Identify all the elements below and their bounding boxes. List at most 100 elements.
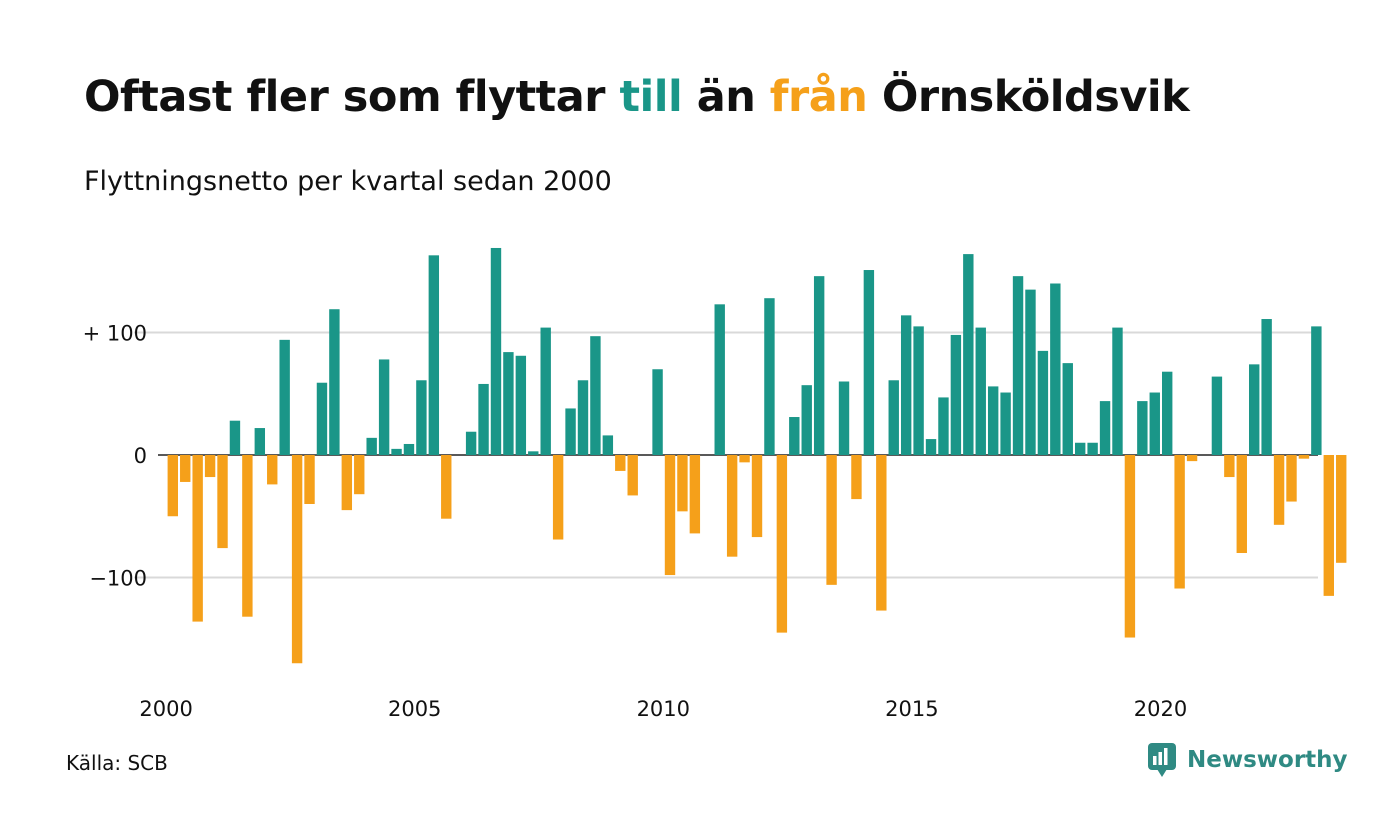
source-label: Källa: SCB [66,751,168,775]
bar [229,420,241,455]
brand-name: Newsworthy [1187,747,1348,773]
bar [528,451,539,455]
bar [1037,350,1049,455]
newsworthy-logo-icon [1148,743,1176,777]
bar [329,309,340,455]
bar [876,455,887,611]
y-tick-label: −100 [89,567,147,591]
bar [677,455,688,512]
bar [465,431,477,455]
bar [1336,455,1347,563]
bar [267,455,278,485]
bar [1286,455,1297,502]
bar [1087,442,1098,455]
bar [764,298,775,455]
bar [1050,283,1061,455]
bar [254,428,266,455]
bar [925,439,937,455]
bar [316,382,328,455]
title-part-2: än [682,72,770,122]
bar [851,455,862,500]
bar [590,336,601,455]
x-tick-label: 2010 [637,697,690,721]
bar [963,254,974,455]
bar [826,455,837,585]
bar [1311,326,1322,455]
bar [217,455,228,549]
bar [1012,276,1024,455]
bar [689,455,701,534]
bar [652,369,663,455]
y-tick-label: 0 [134,444,147,468]
bars [167,247,1347,664]
x-tick-label: 2005 [388,697,441,721]
chart-subtitle: Flyttningsnetto per kvartal sedan 2000 [84,166,612,197]
bar [1124,455,1136,638]
bar [291,455,303,664]
bar [1236,455,1247,553]
brand-logo: Newsworthy [1147,742,1348,778]
bar [1323,455,1334,596]
bar [552,455,564,540]
bar [1261,319,1272,455]
bar [503,352,514,455]
bar [577,380,589,455]
bar [813,276,825,455]
bar [863,270,875,455]
bar [1273,455,1285,525]
bar [801,385,812,455]
x-tick-label: 2015 [885,697,938,721]
bar [1099,401,1111,455]
bar [304,455,315,504]
bar [416,380,427,455]
bar [1249,364,1260,455]
bar [515,355,527,455]
bar [776,455,788,633]
x-tick-label: 2000 [139,697,192,721]
bar [441,455,452,519]
bar [1298,455,1310,459]
bar [478,383,489,455]
bar [627,455,638,496]
bar [739,455,750,463]
bar [938,397,949,455]
bar [378,359,390,455]
bar [987,386,999,455]
x-tick-label: 2020 [1134,697,1187,721]
title-fran: från [769,72,868,122]
bar [664,455,676,576]
bar [1137,401,1148,455]
bar [565,408,576,455]
bar [714,304,725,455]
bar [279,339,290,455]
bar [490,247,502,455]
bar [602,435,614,455]
bar [204,455,216,478]
bar [975,327,986,455]
bar [1074,442,1086,455]
bar [428,255,440,455]
bar [900,315,912,455]
chart-title: Oftast fler som flyttar till än från Örn… [84,72,1190,122]
bar [1149,392,1160,455]
bar [192,455,203,622]
bar [1000,392,1011,455]
y-tick-label: + 100 [83,322,147,346]
bar [888,380,899,455]
bar [403,443,415,455]
bar [1162,371,1173,455]
bar [726,455,738,557]
bar [242,455,253,617]
bar [838,381,850,455]
bar [950,334,962,455]
bar [1112,327,1123,455]
bar [751,455,763,538]
bar [913,326,924,455]
bar [1025,289,1036,455]
title-till: till [619,72,683,122]
title-part-3: Örnsköldsvik [867,72,1190,122]
bar [615,455,626,471]
bar [1174,455,1185,589]
bar [1186,455,1198,462]
bar [391,448,402,455]
